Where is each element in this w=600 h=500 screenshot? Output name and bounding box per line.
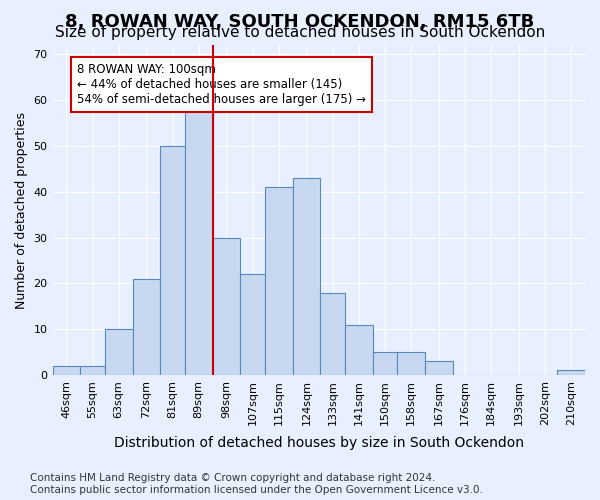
Text: Contains HM Land Registry data © Crown copyright and database right 2024.
Contai: Contains HM Land Registry data © Crown c… — [30, 474, 483, 495]
Text: Size of property relative to detached houses in South Ockendon: Size of property relative to detached ho… — [55, 25, 545, 40]
Bar — [373, 352, 397, 375]
Bar — [105, 329, 133, 375]
Bar — [133, 279, 160, 375]
Bar — [557, 370, 585, 375]
Bar — [345, 324, 373, 375]
Bar — [397, 352, 425, 375]
Bar — [80, 366, 105, 375]
Text: 8, ROWAN WAY, SOUTH OCKENDON, RM15 6TB: 8, ROWAN WAY, SOUTH OCKENDON, RM15 6TB — [65, 12, 535, 30]
Bar — [265, 187, 293, 375]
Bar — [240, 274, 265, 375]
Bar — [185, 109, 212, 375]
Bar — [53, 366, 80, 375]
Text: 8 ROWAN WAY: 100sqm
← 44% of detached houses are smaller (145)
54% of semi-detac: 8 ROWAN WAY: 100sqm ← 44% of detached ho… — [77, 64, 366, 106]
Bar — [293, 178, 320, 375]
Bar — [160, 146, 185, 375]
Bar — [425, 362, 452, 375]
Y-axis label: Number of detached properties: Number of detached properties — [15, 112, 28, 308]
Bar — [320, 292, 345, 375]
Bar — [212, 238, 240, 375]
X-axis label: Distribution of detached houses by size in South Ockendon: Distribution of detached houses by size … — [114, 436, 524, 450]
